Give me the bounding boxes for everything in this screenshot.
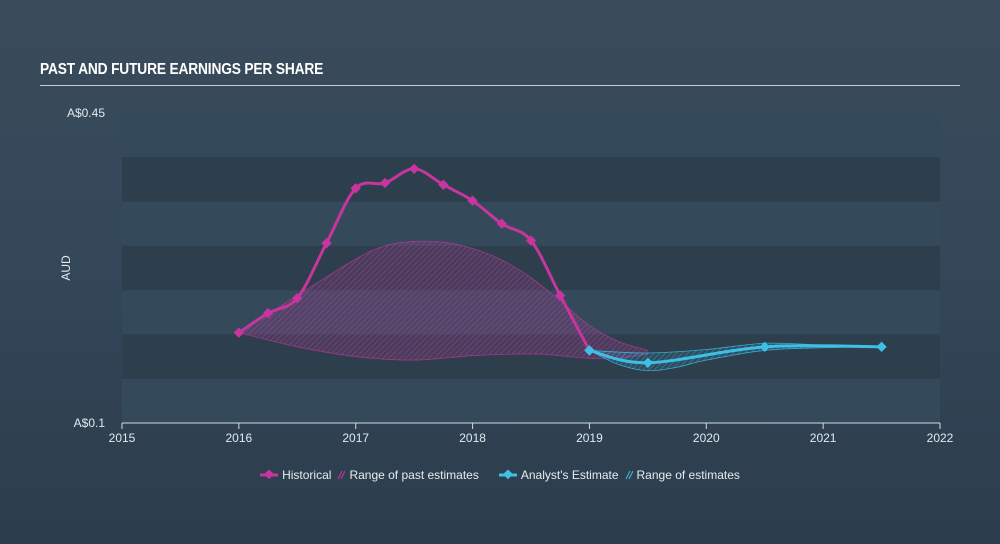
legend-analyst-label: Analyst's Estimate [520,468,619,482]
historical-point [438,179,449,190]
legend-analyst[interactable]: Analyst's Estimate [498,468,619,482]
historical-point [555,290,566,301]
legend-historical-label: Historical [282,468,332,482]
legend-past-range-label: Range of past estimates [349,468,479,482]
historical-point [467,195,478,206]
past-estimates-range-area [237,240,649,361]
legend-historical-symbol [260,470,279,480]
future-estimates-range-area [589,342,882,372]
historical-point [496,218,507,229]
x-tick-label: 2016 [226,431,253,445]
chart-legend: Historical Range of past estimates Analy… [0,468,1000,482]
legend-past-range[interactable]: Range of past estimates [337,468,479,482]
analyst-estimate-line [587,344,884,365]
title-divider [40,85,960,86]
hatch-pink-icon [337,470,346,480]
analyst-estimate-point [584,345,595,356]
historical-point [379,177,391,189]
page-title: PAST AND FUTURE EARNINGS PER SHARE [40,61,324,78]
legend-future-range-label: Range of estimates [636,468,740,482]
chart-band [122,157,940,203]
historical-point [321,237,332,249]
x-tick-label: 2020 [693,431,720,445]
y-axis-label: AUD [59,255,73,281]
historical-point [525,235,537,246]
historical-point [233,327,245,338]
legend-analyst-symbol [498,470,517,480]
x-tick-label: 2021 [810,431,837,445]
chart-band [122,378,940,424]
analyst-estimate-point [642,357,654,368]
x-tick-label: 2015 [109,431,136,445]
historical-point [262,307,274,319]
x-tick-label: 2022 [927,431,954,445]
historical-point [292,292,303,304]
x-tick-label: 2017 [342,431,369,445]
analyst-estimate-point [759,341,770,353]
x-tick-label: 2019 [576,431,603,445]
y-tick-label-bottom: A$0.1 [74,416,106,430]
legend-future-range[interactable]: Range of estimates [625,468,740,482]
historical-point [350,183,361,194]
legend-historical[interactable]: Historical [260,468,331,482]
hatch-blue-icon [625,470,633,480]
x-tick-label: 2018 [459,431,486,445]
chart-band [122,113,940,158]
historical-point [408,163,420,175]
y-tick-label-top: A$0.45 [67,106,105,120]
analyst-estimate-point [876,341,887,353]
